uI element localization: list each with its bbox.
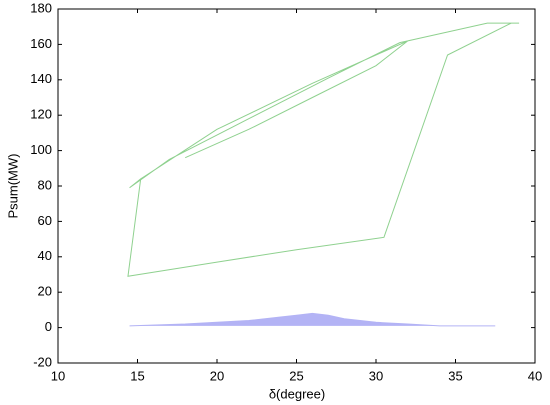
x-tick-label: 25 xyxy=(289,368,303,383)
x-tick-label: 35 xyxy=(448,368,462,383)
y-tick-label: -20 xyxy=(33,354,52,369)
y-tick-label: 60 xyxy=(38,213,52,228)
line xyxy=(127,22,520,277)
x-tick-label: 20 xyxy=(210,368,224,383)
y-tick-label: 100 xyxy=(30,142,52,157)
y-tick-label: 160 xyxy=(30,36,52,51)
y-tick-label: 40 xyxy=(38,248,52,263)
y-tick-label: 0 xyxy=(45,319,52,334)
plot-frame xyxy=(57,8,536,364)
x-tick-label: 15 xyxy=(130,368,144,383)
area xyxy=(129,312,496,327)
x-tick-label: 40 xyxy=(528,368,542,383)
y-tick-label: 140 xyxy=(30,71,52,86)
y-tick-label: 120 xyxy=(30,107,52,122)
x-tick-label: 30 xyxy=(369,368,383,383)
x-tick-label: 10 xyxy=(51,368,65,383)
y-axis-label: Psum(MW) xyxy=(5,154,20,219)
y-tick-label: 20 xyxy=(38,284,52,299)
x-axis-label: δ(degree) xyxy=(269,386,325,401)
y-tick-label: 180 xyxy=(30,0,52,15)
y-tick-label: 80 xyxy=(38,177,52,192)
